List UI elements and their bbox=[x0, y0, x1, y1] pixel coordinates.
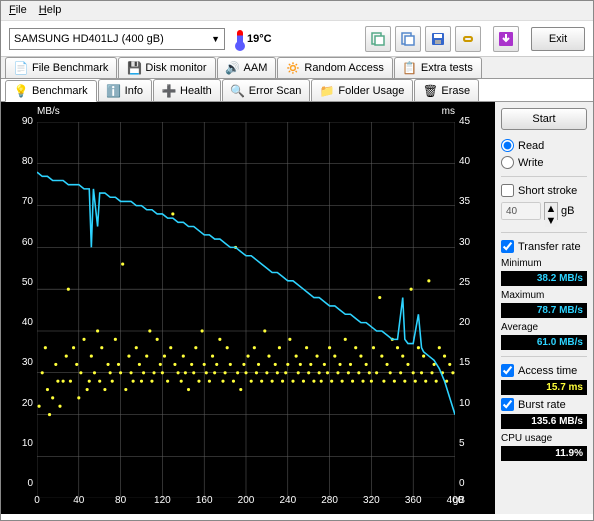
short-stroke-row: ▲▼ gB bbox=[501, 202, 587, 220]
ytick-left: 20 bbox=[7, 398, 33, 409]
tab-icon: 🔅 bbox=[286, 61, 300, 75]
main-content: MB/s ms 0 10 20 30 40 50 60 70 80 90 0 5 10 15 20 25 30… bbox=[1, 102, 593, 514]
radio-write[interactable]: Write bbox=[501, 155, 587, 170]
thermometer-icon bbox=[237, 30, 243, 48]
exit-button[interactable]: Exit bbox=[531, 27, 585, 51]
start-button[interactable]: Start bbox=[501, 108, 587, 130]
ytick-right: 5 bbox=[459, 438, 481, 449]
xtick: 280 bbox=[321, 495, 338, 506]
tabs-lower: 💡Benchmarkℹ️Info➕Health🔍Error Scan📁Folde… bbox=[1, 79, 593, 102]
tab-icon: 📄 bbox=[14, 61, 28, 75]
ytick-right: 45 bbox=[459, 116, 481, 127]
drive-label: SAMSUNG HD401LJ (400 gB) bbox=[14, 33, 164, 45]
check-short-stroke[interactable]: Short stroke bbox=[501, 183, 587, 198]
xtick: 200 bbox=[238, 495, 255, 506]
xtick: 120 bbox=[154, 495, 171, 506]
y-left-label: MB/s bbox=[37, 106, 60, 117]
toolbar: SAMSUNG HD401LJ (400 gB) ▼ 19°C Exit bbox=[1, 21, 593, 57]
ytick-left: 80 bbox=[7, 156, 33, 167]
ytick-left: 50 bbox=[7, 277, 33, 288]
tab-disk-monitor[interactable]: 💾Disk monitor bbox=[118, 57, 215, 78]
chart-svg bbox=[37, 122, 455, 498]
tab-icon: 🔊 bbox=[226, 61, 240, 75]
check-transfer-rate[interactable]: Transfer rate bbox=[501, 239, 587, 254]
tab-icon: ℹ️ bbox=[107, 84, 121, 98]
tab-info[interactable]: ℹ️Info bbox=[98, 79, 152, 101]
ytick-right: 35 bbox=[459, 196, 481, 207]
ytick-left: 60 bbox=[7, 237, 33, 248]
tab-icon: ➕ bbox=[162, 84, 176, 98]
menu-file[interactable]: File bbox=[9, 4, 27, 17]
tab-icon: 💾 bbox=[127, 61, 141, 75]
drive-select[interactable]: SAMSUNG HD401LJ (400 gB) ▼ bbox=[9, 28, 225, 50]
tab-aam[interactable]: 🔊AAM bbox=[217, 57, 277, 78]
ytick-right: 40 bbox=[459, 156, 481, 167]
ytick-right: 30 bbox=[459, 237, 481, 248]
temperature: 19°C bbox=[237, 30, 272, 48]
x-unit: gB bbox=[453, 495, 465, 506]
tab-icon: 📋 bbox=[403, 61, 417, 75]
tab-file-benchmark[interactable]: 📄File Benchmark bbox=[5, 57, 117, 78]
ytick-left: 30 bbox=[7, 357, 33, 368]
cpu-value: 11.9% bbox=[501, 446, 587, 461]
tab-extra-tests[interactable]: 📋Extra tests bbox=[394, 57, 482, 78]
check-access-time[interactable]: Access time bbox=[501, 363, 587, 378]
avg-label: Average bbox=[501, 322, 587, 333]
xtick: 360 bbox=[405, 495, 422, 506]
ytick-right: 15 bbox=[459, 357, 481, 368]
y-right-label: ms bbox=[442, 106, 455, 117]
chevron-down-icon: ▼ bbox=[211, 34, 220, 44]
side-panel: Start Read Write Short stroke ▲▼ gB Tran… bbox=[495, 102, 593, 514]
menu-help[interactable]: Help bbox=[39, 4, 62, 17]
tab-error-scan[interactable]: 🔍Error Scan bbox=[222, 79, 311, 101]
min-label: Minimum bbox=[501, 258, 587, 269]
ytick-right: 0 bbox=[459, 478, 481, 489]
tab-icon: 💡 bbox=[14, 84, 28, 98]
ytick-left: 10 bbox=[7, 438, 33, 449]
temp-value: 19°C bbox=[247, 33, 272, 45]
xtick: 80 bbox=[115, 495, 126, 506]
check-burst-rate[interactable]: Burst rate bbox=[501, 397, 587, 412]
ytick-left: 0 bbox=[7, 478, 33, 489]
ytick-right: 25 bbox=[459, 277, 481, 288]
tab-icon: 📁 bbox=[320, 84, 334, 98]
xtick: 320 bbox=[363, 495, 380, 506]
chart-area: MB/s ms 0 10 20 30 40 50 60 70 80 90 0 5 10 15 20 25 30… bbox=[1, 102, 495, 514]
max-label: Maximum bbox=[501, 290, 587, 301]
max-value: 78.7 MB/s bbox=[501, 303, 587, 318]
tab-erase[interactable]: 🗑Erase bbox=[414, 79, 479, 101]
tab-benchmark[interactable]: 💡Benchmark bbox=[5, 80, 97, 102]
xtick: 0 bbox=[34, 495, 40, 506]
ytick-right: 10 bbox=[459, 398, 481, 409]
tab-random-access[interactable]: 🔅Random Access bbox=[277, 57, 392, 78]
ytick-left: 90 bbox=[7, 116, 33, 127]
cpu-label: CPU usage bbox=[501, 433, 587, 444]
xtick: 40 bbox=[73, 495, 84, 506]
ytick-left: 40 bbox=[7, 317, 33, 328]
avg-value: 61.0 MB/s bbox=[501, 335, 587, 350]
copy-button[interactable] bbox=[365, 26, 391, 52]
link-button[interactable] bbox=[455, 26, 481, 52]
burst-value: 135.6 MB/s bbox=[501, 414, 587, 429]
save-button[interactable] bbox=[425, 26, 451, 52]
short-stroke-input[interactable] bbox=[501, 202, 541, 220]
ytick-left: 70 bbox=[7, 196, 33, 207]
tab-icon: 🔍 bbox=[231, 84, 245, 98]
xtick: 160 bbox=[196, 495, 213, 506]
copy2-button[interactable] bbox=[395, 26, 421, 52]
radio-read[interactable]: Read bbox=[501, 138, 587, 153]
min-value: 38.2 MB/s bbox=[501, 271, 587, 286]
tab-health[interactable]: ➕Health bbox=[153, 79, 221, 101]
xtick: 240 bbox=[279, 495, 296, 506]
tab-folder-usage[interactable]: 📁Folder Usage bbox=[311, 79, 413, 101]
spinner[interactable]: ▲▼ bbox=[544, 202, 558, 220]
ytick-right: 20 bbox=[459, 317, 481, 328]
menubar: File Help bbox=[1, 1, 593, 21]
access-value: 15.7 ms bbox=[501, 380, 587, 395]
tabs-upper: 📄File Benchmark💾Disk monitor🔊AAM🔅Random … bbox=[1, 57, 593, 79]
tab-icon: 🗑 bbox=[423, 84, 437, 98]
download-button[interactable] bbox=[493, 26, 519, 52]
